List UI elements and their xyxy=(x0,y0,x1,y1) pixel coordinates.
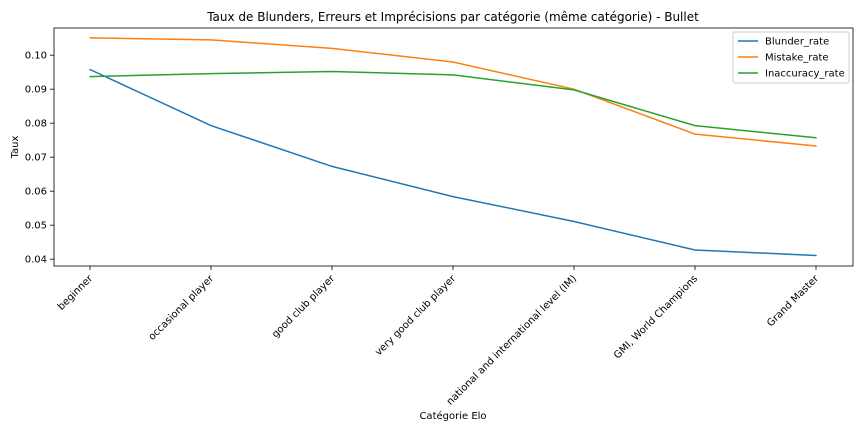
x-tick-label: beginner xyxy=(56,273,96,313)
series-line-inaccuracy-rate xyxy=(89,70,817,139)
y-axis: 0.04 0.05 0.06 0.07 0.08 0.09 0.10 xyxy=(25,51,54,266)
x-axis: beginner occasional player good club playe… xyxy=(56,266,822,408)
y-tick-label: 0.08 xyxy=(25,119,47,130)
x-tick-label: GMI, World Champions xyxy=(612,273,700,361)
legend-label: Mistake_rate xyxy=(765,53,829,64)
x-tick-label: good club player xyxy=(270,273,338,341)
x-tick-label: national and international level (IM) xyxy=(445,273,579,407)
y-tick-label: 0.06 xyxy=(25,187,47,198)
legend-label: Blunder_rate xyxy=(765,37,829,48)
plot-frame xyxy=(53,27,854,267)
chart-title: Taux de Blunders, Erreurs et Imprécision… xyxy=(206,10,699,24)
y-tick-label: 0.07 xyxy=(25,153,47,164)
x-tick-label: occasional player xyxy=(147,273,217,343)
y-axis-title: Taux xyxy=(10,136,21,160)
x-tick-label: Grand Master xyxy=(765,273,821,329)
y-tick-label: 0.04 xyxy=(25,255,47,266)
legend-box xyxy=(732,31,850,84)
series-lines xyxy=(89,37,817,257)
x-tick-label: very good club player xyxy=(373,273,458,358)
series-line-mistake-rate xyxy=(89,37,817,147)
legend: Blunder_rate Mistake_rate Inaccuracy_rate xyxy=(732,31,850,84)
plot-area: 0.04 0.05 0.06 0.07 0.08 0.09 0.10 beginner occ… xyxy=(25,27,854,408)
legend-label: Inaccuracy_rate xyxy=(765,69,845,80)
y-tick-label: 0.05 xyxy=(25,221,47,232)
x-axis-title: Catégorie Elo xyxy=(419,410,486,422)
y-tick-label: 0.10 xyxy=(25,51,47,62)
y-tick-label: 0.09 xyxy=(25,85,47,96)
series-line-blunder-rate xyxy=(89,68,817,257)
